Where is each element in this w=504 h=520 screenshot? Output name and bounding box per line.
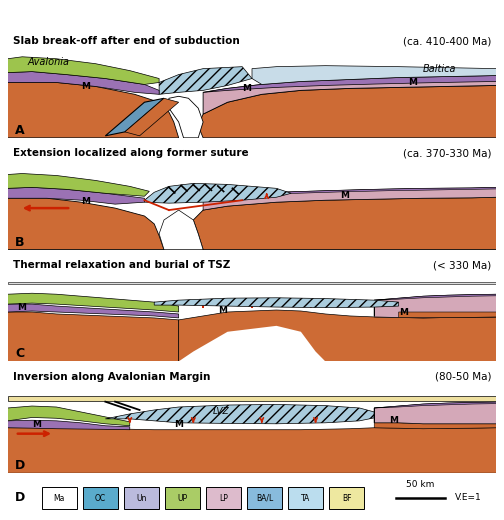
- Text: M: M: [389, 416, 398, 425]
- Polygon shape: [8, 406, 130, 426]
- Polygon shape: [8, 72, 159, 94]
- Polygon shape: [178, 310, 496, 361]
- Text: M: M: [340, 191, 349, 200]
- Text: D: D: [15, 459, 25, 472]
- Polygon shape: [374, 294, 496, 318]
- Polygon shape: [159, 67, 252, 94]
- Bar: [83, 487, 118, 509]
- Polygon shape: [164, 322, 350, 361]
- Text: M: M: [218, 306, 227, 315]
- Bar: [124, 487, 159, 509]
- Polygon shape: [374, 402, 496, 423]
- Polygon shape: [105, 405, 374, 424]
- Polygon shape: [8, 304, 178, 318]
- Text: UP: UP: [177, 494, 187, 503]
- Polygon shape: [8, 282, 496, 284]
- Polygon shape: [203, 75, 496, 93]
- Text: (ca. 370-330 Ma): (ca. 370-330 Ma): [403, 148, 491, 158]
- Polygon shape: [8, 396, 496, 401]
- Text: (< 330 Ma): (< 330 Ma): [433, 260, 491, 270]
- Text: V.E=1: V.E=1: [455, 493, 482, 502]
- Text: OC: OC: [95, 494, 106, 503]
- Polygon shape: [125, 98, 178, 136]
- Text: M: M: [32, 420, 41, 429]
- Text: B: B: [15, 236, 24, 249]
- Text: A: A: [15, 124, 25, 137]
- Polygon shape: [8, 312, 178, 361]
- Polygon shape: [8, 187, 145, 204]
- Polygon shape: [8, 198, 164, 250]
- Polygon shape: [399, 312, 496, 318]
- Text: Avalonia: Avalonia: [27, 57, 69, 67]
- Polygon shape: [154, 298, 399, 308]
- Polygon shape: [374, 402, 496, 424]
- Text: TA: TA: [301, 494, 310, 503]
- Polygon shape: [8, 420, 130, 430]
- Text: C: C: [15, 347, 24, 360]
- Bar: [329, 487, 364, 509]
- Polygon shape: [8, 293, 178, 312]
- Text: 50 km: 50 km: [407, 480, 435, 489]
- Polygon shape: [145, 184, 291, 203]
- Polygon shape: [374, 294, 496, 316]
- Polygon shape: [374, 423, 496, 428]
- Text: Inversion along Avalonian Margin: Inversion along Avalonian Margin: [13, 372, 210, 382]
- Text: Slab break-off after end of subduction: Slab break-off after end of subduction: [13, 36, 239, 46]
- Bar: [288, 487, 324, 509]
- Bar: [42, 487, 77, 509]
- Text: Thermal relaxation and burial of TSZ: Thermal relaxation and burial of TSZ: [13, 260, 230, 270]
- Bar: [206, 487, 241, 509]
- Text: Extension localized along former suture: Extension localized along former suture: [13, 148, 248, 158]
- Polygon shape: [8, 428, 496, 473]
- Polygon shape: [203, 187, 496, 210]
- Polygon shape: [178, 326, 326, 361]
- Polygon shape: [252, 66, 496, 84]
- Text: D: D: [15, 491, 25, 504]
- Bar: [165, 487, 200, 509]
- Text: M: M: [81, 82, 90, 92]
- Polygon shape: [105, 98, 164, 136]
- Polygon shape: [203, 187, 496, 198]
- Text: BF: BF: [342, 494, 352, 503]
- Text: (ca. 410-400 Ma): (ca. 410-400 Ma): [403, 36, 491, 46]
- Text: M: M: [242, 84, 251, 94]
- Polygon shape: [203, 75, 496, 114]
- Text: M: M: [174, 420, 183, 429]
- Text: Un: Un: [136, 494, 147, 503]
- Text: M: M: [17, 303, 26, 312]
- Text: LP: LP: [219, 494, 228, 503]
- Text: Ma: Ma: [54, 494, 65, 503]
- Polygon shape: [8, 83, 178, 138]
- Text: LVZ: LVZ: [213, 407, 229, 416]
- Text: M: M: [408, 79, 417, 87]
- Polygon shape: [8, 57, 159, 84]
- Text: M: M: [81, 197, 90, 206]
- Polygon shape: [8, 174, 149, 196]
- Text: M: M: [399, 308, 408, 317]
- Text: BA/L: BA/L: [256, 494, 273, 503]
- Polygon shape: [198, 85, 496, 138]
- Bar: [247, 487, 282, 509]
- Polygon shape: [159, 210, 203, 250]
- Text: Baltica: Baltica: [423, 63, 457, 74]
- Polygon shape: [169, 96, 203, 138]
- Text: (80-50 Ma): (80-50 Ma): [435, 372, 491, 382]
- Polygon shape: [194, 197, 496, 250]
